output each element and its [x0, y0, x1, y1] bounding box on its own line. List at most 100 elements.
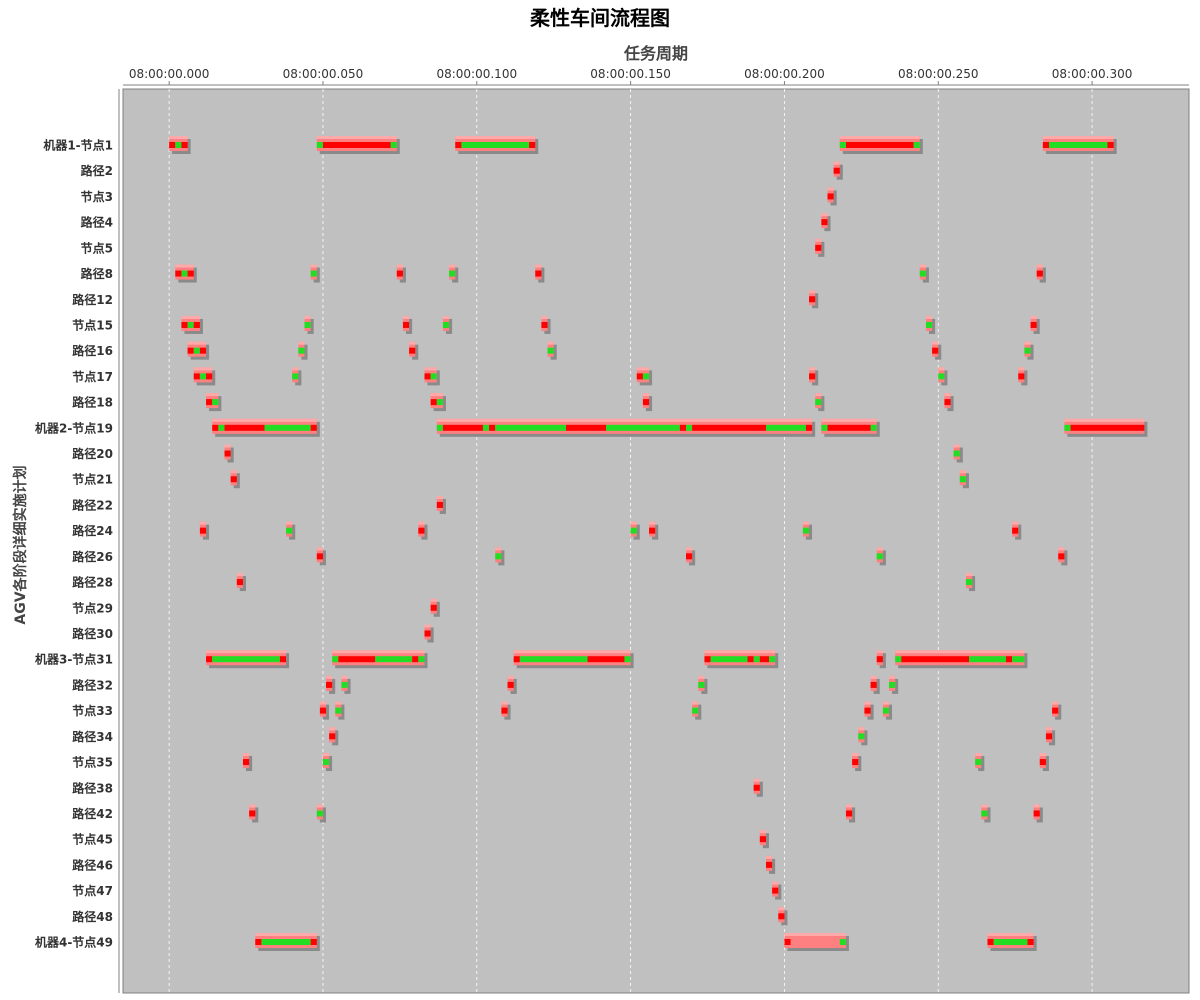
- task-segment: [310, 424, 317, 431]
- task-bar: [187, 341, 210, 360]
- task-segment: [430, 373, 437, 380]
- task-bar: [1033, 804, 1043, 823]
- task-segment: [1045, 733, 1053, 740]
- task-bar: [987, 933, 1037, 952]
- task-bar: [692, 701, 702, 720]
- task-segment: [1036, 270, 1043, 277]
- task-segment: [815, 399, 822, 406]
- task-highlight: [430, 598, 437, 602]
- task-highlight: [965, 573, 973, 577]
- task-highlight: [649, 521, 656, 525]
- task-bar: [181, 315, 203, 334]
- task-segment: [187, 321, 194, 328]
- task-bar: [1030, 315, 1040, 334]
- task-bar: [409, 341, 419, 360]
- task-segment: [286, 527, 293, 534]
- y-category-label: 路径38: [72, 780, 113, 795]
- task-highlight: [332, 650, 425, 654]
- task-segment: [759, 836, 766, 843]
- task-highlight: [449, 264, 456, 268]
- task-highlight: [187, 341, 207, 345]
- task-segment: [261, 939, 311, 946]
- task-segment: [821, 219, 828, 226]
- task-highlight: [1064, 418, 1145, 422]
- task-segment: [1005, 656, 1013, 663]
- task-highlight: [316, 804, 323, 808]
- task-bar: [636, 367, 653, 386]
- task-segment: [981, 810, 988, 817]
- task-highlight: [310, 264, 317, 268]
- task-segment: [206, 373, 213, 380]
- task-bar: [212, 418, 320, 437]
- task-segment: [193, 347, 200, 354]
- task-highlight: [698, 675, 705, 679]
- task-bar: [772, 881, 782, 900]
- task-highlight: [821, 213, 828, 217]
- task-segment: [181, 270, 188, 277]
- task-highlight: [507, 675, 514, 679]
- task-segment: [649, 527, 656, 534]
- task-segment: [175, 270, 182, 277]
- task-segment: [495, 424, 567, 431]
- task-segment: [913, 142, 920, 148]
- task-segment: [1042, 142, 1050, 148]
- y-category-label: 路径48: [72, 909, 113, 924]
- task-segment: [969, 656, 1006, 663]
- task-segment: [206, 656, 213, 663]
- task-segment: [424, 373, 431, 380]
- task-segment: [255, 939, 262, 946]
- task-bar: [1024, 341, 1034, 360]
- task-segment: [987, 939, 994, 946]
- task-segment: [876, 656, 883, 663]
- task-highlight: [778, 907, 785, 911]
- task-segment: [390, 142, 397, 148]
- task-highlight: [1033, 804, 1040, 808]
- task-highlight: [513, 650, 631, 654]
- task-segment: [335, 707, 342, 714]
- task-segment: [1064, 424, 1071, 431]
- task-highlight: [418, 521, 425, 525]
- y-category-label: 路径22: [72, 497, 113, 512]
- y-category-label: 节点17: [72, 369, 113, 384]
- task-bar: [230, 470, 240, 489]
- task-segment: [224, 424, 265, 431]
- y-category-label: 路径8: [81, 266, 113, 281]
- task-highlight: [193, 367, 213, 371]
- task-segment: [442, 321, 450, 328]
- task-highlight: [833, 161, 840, 165]
- task-segment: [292, 373, 299, 380]
- task-segment: [218, 424, 225, 431]
- task-highlight: [316, 547, 323, 551]
- task-highlight: [944, 393, 951, 397]
- x-tick-label: 08:00:00.050: [283, 67, 364, 81]
- task-bar: [286, 521, 296, 540]
- task-highlight: [753, 778, 760, 782]
- task-segment: [975, 759, 982, 766]
- y-category-label: 节点5: [81, 240, 113, 255]
- y-category-label: 节点29: [72, 600, 113, 615]
- task-highlight: [424, 624, 431, 628]
- task-highlight: [1039, 753, 1046, 757]
- task-segment: [206, 399, 213, 406]
- y-category-label: 机器1-节点1: [43, 138, 113, 153]
- task-segment: [606, 424, 680, 431]
- task-highlight: [704, 650, 776, 654]
- x-tick-label: 08:00:00.100: [436, 67, 517, 81]
- task-highlight: [212, 418, 317, 422]
- task-segment: [882, 707, 890, 714]
- task-segment: [1058, 553, 1065, 560]
- task-segment: [642, 373, 650, 380]
- y-category-label: 路径18: [72, 395, 113, 410]
- task-bar: [827, 187, 837, 206]
- plot-area: [122, 88, 1190, 994]
- task-bar: [402, 315, 413, 334]
- y-category-label: 路径4: [81, 215, 113, 230]
- task-highlight: [249, 804, 256, 808]
- task-bar: [876, 547, 886, 566]
- task-segment: [870, 681, 877, 688]
- task-segment: [436, 399, 443, 406]
- y-category-label: 节点15: [72, 317, 113, 332]
- task-highlight: [242, 753, 250, 757]
- task-segment: [396, 270, 403, 277]
- task-segment: [815, 244, 822, 251]
